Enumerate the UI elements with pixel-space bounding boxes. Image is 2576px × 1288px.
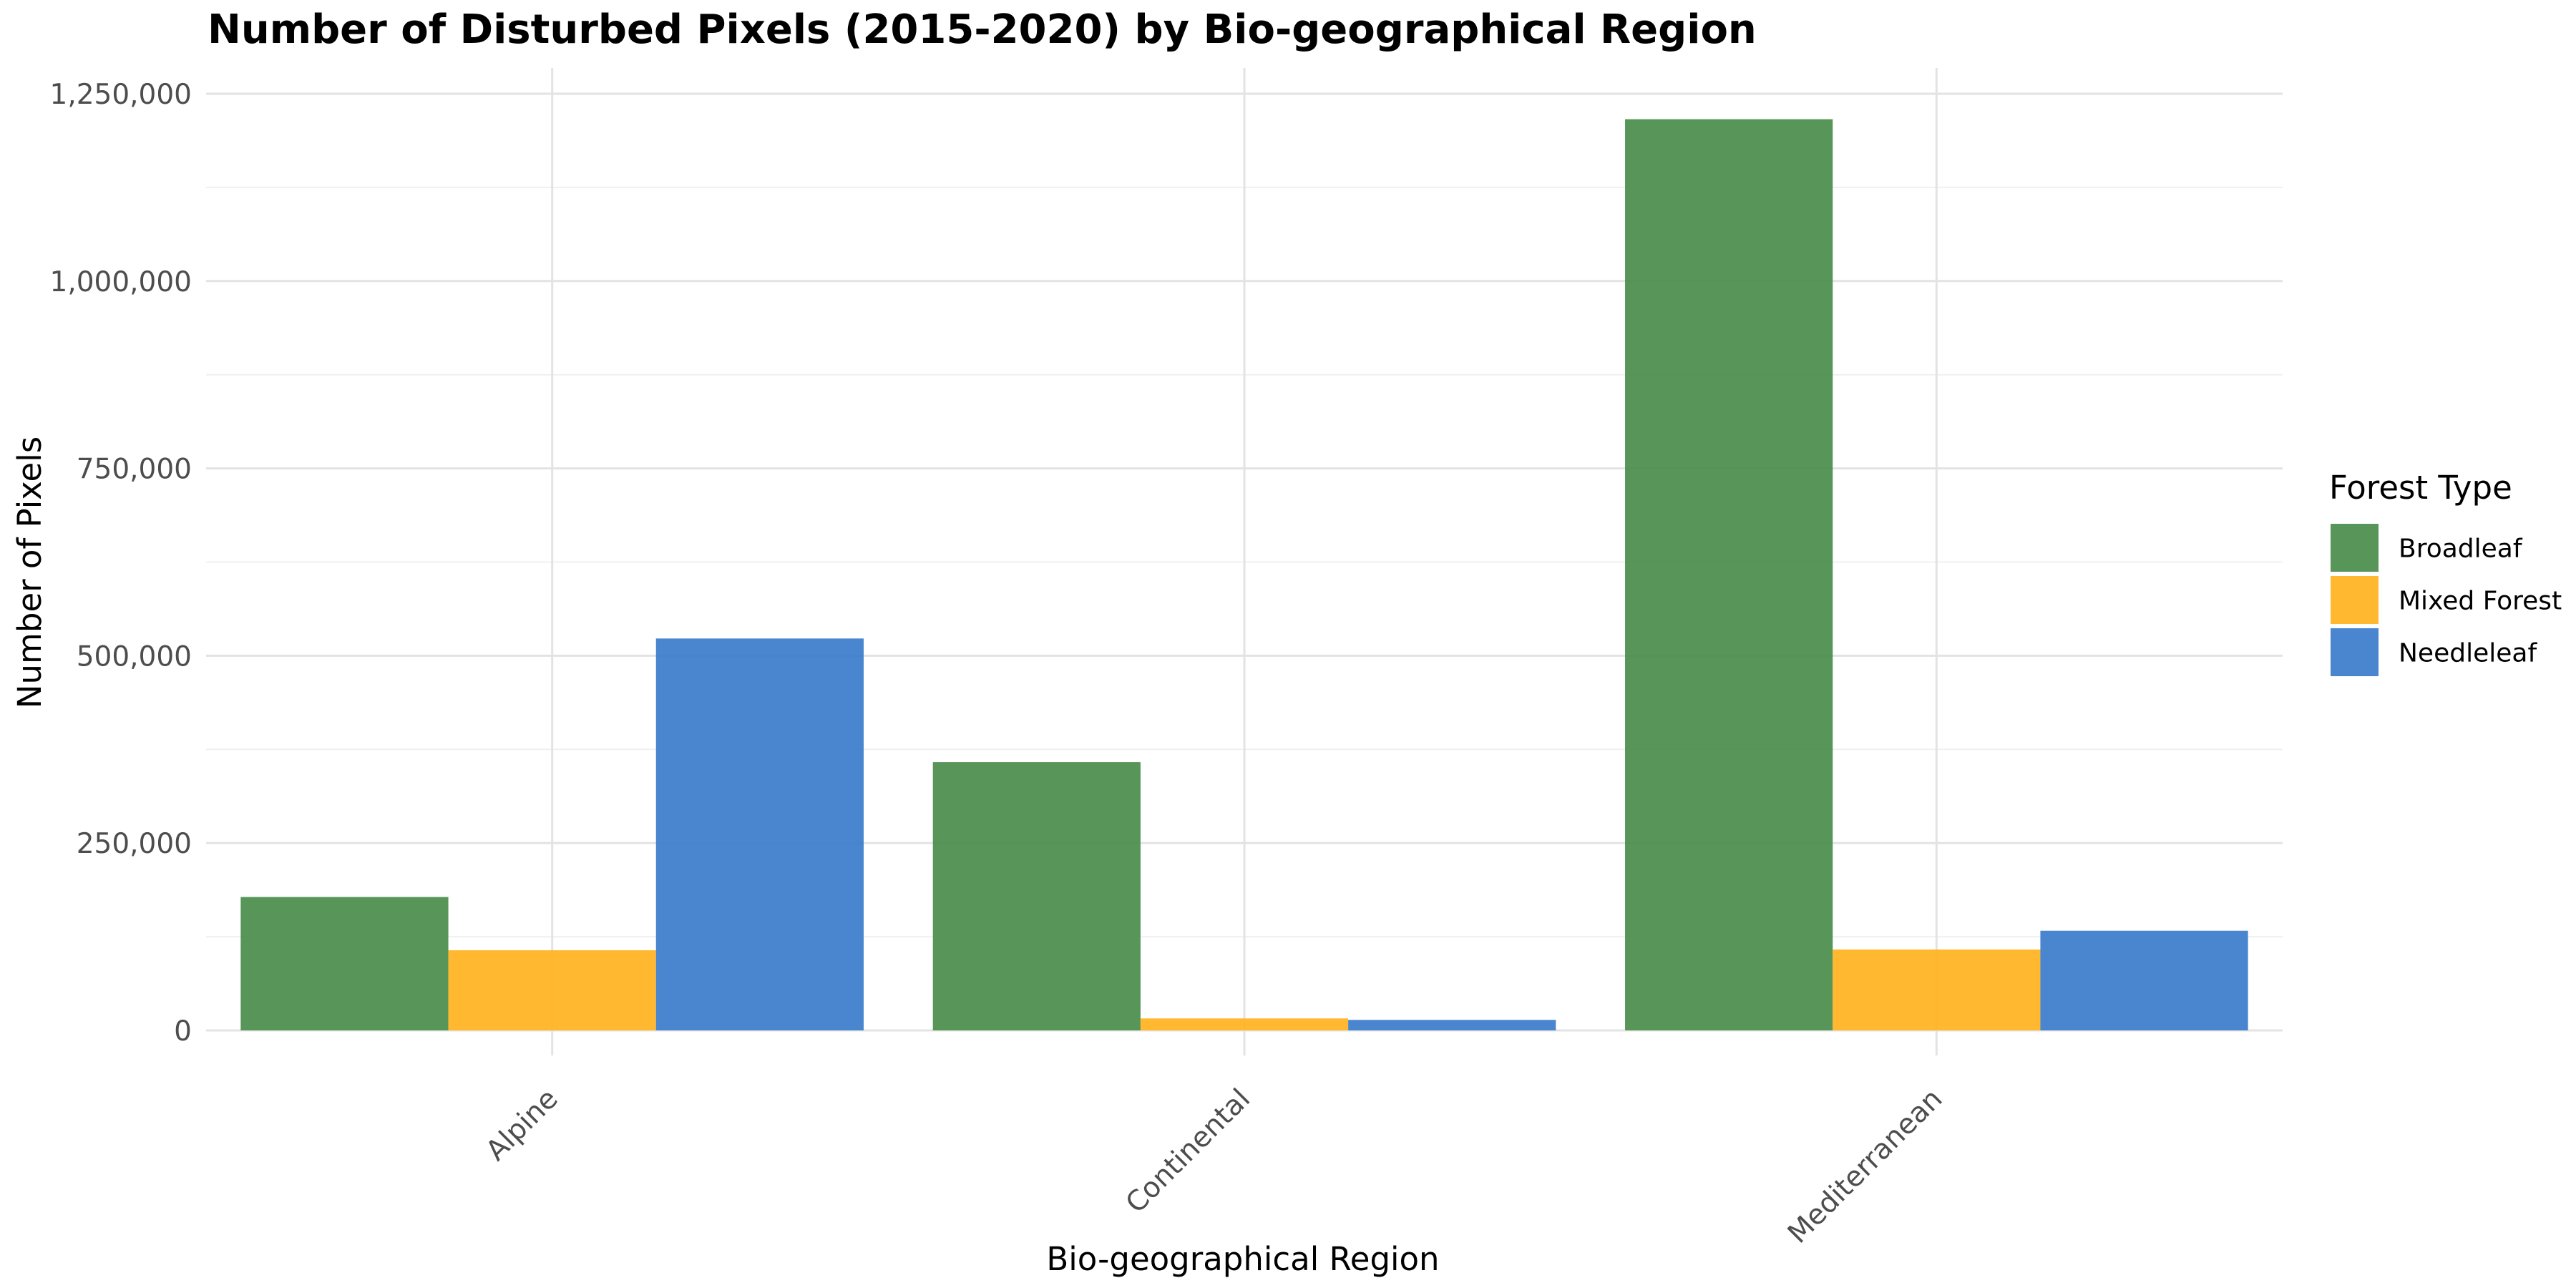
legend-title: Forest Type (2329, 469, 2512, 507)
legend-key-mixed-forest (2331, 576, 2379, 624)
y-tick-label: 0 (174, 1015, 192, 1048)
bars-layer (240, 119, 2248, 1031)
bar-broadleaf-continental (932, 762, 1141, 1030)
chart-title: Number of Disturbed Pixels (2015-2020) b… (208, 6, 1757, 53)
legend-key-needleleaf (2331, 628, 2379, 676)
legend-items: Broadleaf Mixed Forest Needleleaf (2331, 524, 2562, 676)
legend-label: Mixed Forest (2399, 587, 2562, 616)
y-tick-label: 500,000 (77, 640, 192, 673)
legend: Forest Type Broadleaf Mixed Forest Needlel… (2329, 469, 2562, 676)
bar-mixed-forest-alpine (448, 950, 656, 1030)
x-axis-title: Bio-geographical Region (1046, 1240, 1439, 1278)
bar-mixed-forest-continental (1140, 1018, 1349, 1030)
bar-needleleaf-continental (1348, 1020, 1556, 1030)
y-tick-label: 250,000 (77, 828, 192, 860)
bar-broadleaf-mediterranean (1625, 119, 1833, 1031)
bar-broadleaf-alpine (240, 897, 449, 1030)
y-tick-label: 1,000,000 (50, 266, 192, 298)
bar-needleleaf-alpine (655, 638, 864, 1030)
y-axis-title: Number of Pixels (11, 436, 49, 708)
y-tick-label: 1,250,000 (50, 79, 192, 111)
legend-label: Broadleaf (2399, 535, 2523, 564)
bar-needleleaf-mediterranean (2040, 930, 2248, 1030)
grid-layer (206, 68, 2283, 1055)
legend-label: Needleleaf (2399, 639, 2537, 668)
legend-key-broadleaf (2331, 524, 2379, 572)
x-tick-label: Alpine (480, 1083, 565, 1167)
x-tick-label: Continental (1120, 1083, 1257, 1219)
y-tick-label: 750,000 (77, 454, 192, 486)
bar-mixed-forest-mediterranean (1833, 949, 2041, 1030)
x-tick-label: Mediterranean (1782, 1083, 1948, 1249)
